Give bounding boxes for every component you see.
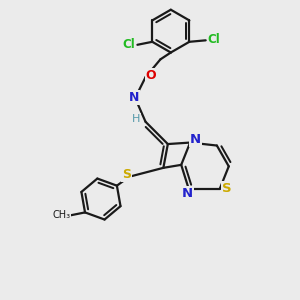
Text: Cl: Cl [208, 33, 220, 46]
Text: O: O [146, 69, 156, 82]
Text: S: S [222, 182, 231, 195]
Text: CH₃: CH₃ [52, 210, 70, 220]
Text: S: S [122, 168, 131, 181]
Text: Cl: Cl [123, 38, 136, 51]
Text: H: H [132, 114, 140, 124]
Text: N: N [128, 92, 139, 104]
Text: N: N [182, 188, 193, 200]
Text: N: N [190, 133, 201, 146]
